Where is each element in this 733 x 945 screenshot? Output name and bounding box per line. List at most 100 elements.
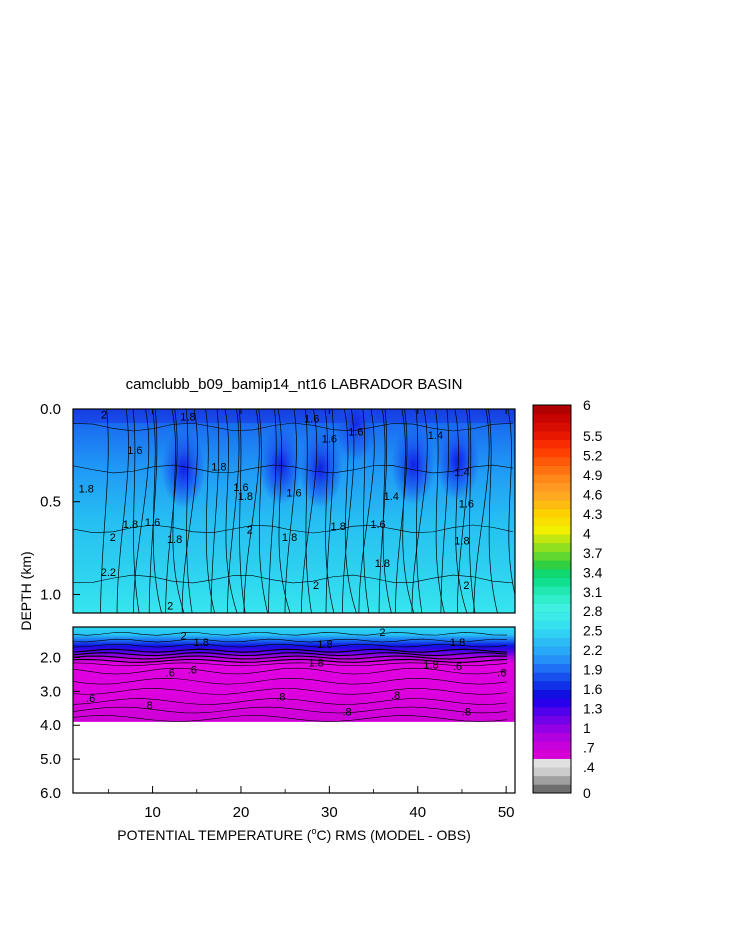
x-axis-label-prefix: POTENTIAL TEMPERATURE ( <box>117 827 312 843</box>
contour-label: .6 <box>86 693 95 705</box>
contour-line <box>73 715 508 722</box>
contour-label: 1.4 <box>428 430 443 442</box>
lower-panel-field <box>73 627 515 722</box>
colorbar-band <box>533 775 571 785</box>
contour-line <box>73 652 508 657</box>
contour-label: 1.8 <box>308 658 323 670</box>
colorbar-band <box>533 706 571 716</box>
contour-minimum-region <box>258 424 303 505</box>
contour-line <box>457 409 470 613</box>
contour-line <box>378 409 388 613</box>
colorbar-band <box>533 715 571 725</box>
contour-line <box>507 409 515 597</box>
contour-label: 2 <box>101 410 107 422</box>
contour-line <box>435 409 445 613</box>
contour-line <box>395 409 408 613</box>
colorbar-band <box>533 646 571 656</box>
contour-line <box>238 409 246 613</box>
lower-panel: 2 1.8 1.8 1.8 1.8 1.8 2 .6 .6 .6 .8 .8 .8 .8 .8 .6 .6 <box>72 626 516 794</box>
contour-label: 1.4 <box>384 491 399 503</box>
contour-label: 2.2 <box>101 567 116 579</box>
colorbar-labels: 0 .4 .7 1 1.3 1.6 1.9 2.2 2.5 2.8 3.1 3.4 3.7 4 4.3 4.6… <box>583 397 603 801</box>
contour-line <box>488 409 498 613</box>
surface-minimum-band <box>73 409 515 423</box>
contour-label: 1.6 <box>145 517 160 529</box>
contour-line <box>165 409 178 613</box>
contour-label: 1.4 <box>454 467 469 479</box>
colorbar-band <box>533 672 571 682</box>
colorbar-label: 5.5 <box>583 428 603 444</box>
contour-line <box>415 409 423 613</box>
colorbar-band <box>533 680 571 690</box>
contour-line <box>358 409 375 613</box>
colorbar-label: 4.9 <box>583 467 603 483</box>
contour-line <box>227 409 240 613</box>
contour-label: 1.6 <box>370 519 385 531</box>
contour-line <box>342 409 355 613</box>
y-tick-label: 5.0 <box>40 751 61 768</box>
lower-panel-contours <box>73 631 508 722</box>
contour-label: .6 <box>497 668 506 680</box>
contour-line <box>73 643 508 648</box>
y-tick-label: 6.0 <box>40 785 61 802</box>
x-axis-label-suffix: C) RMS (MODEL - OBS) <box>316 827 470 843</box>
colorbar-label: 3.1 <box>583 584 603 600</box>
y-axis-label: DEPTH (km) <box>18 551 34 630</box>
contour-label: 1.8 <box>194 637 209 649</box>
contour-label: 1.8 <box>375 558 390 570</box>
colorbar-label: 3.4 <box>583 564 603 580</box>
contour-label: 1.6 <box>304 413 319 425</box>
contour-label: 1.6 <box>459 499 474 511</box>
contour-line <box>224 409 238 613</box>
colorbar: 0 .4 .7 1 1.3 1.6 1.9 2.2 2.5 2.8 3.1 3.4 3.7 4 4.3 4.6… <box>532 397 603 801</box>
colorbar-label: 1.3 <box>583 701 603 717</box>
colorbar-band <box>533 620 571 630</box>
colorbar-band <box>533 568 571 578</box>
colorbar-band <box>533 491 571 501</box>
contour-line <box>73 464 514 474</box>
contour-line <box>468 409 476 613</box>
contour-line <box>181 409 198 613</box>
contour-line <box>73 638 508 643</box>
contour-line <box>116 409 129 613</box>
colorbar-band <box>533 758 571 768</box>
y-tick-label: 4.0 <box>40 717 61 734</box>
colorbar-band <box>533 741 571 751</box>
contour-label: 1.8 <box>331 521 346 533</box>
colorbar-label: 1.9 <box>583 662 603 678</box>
colorbar-band <box>533 517 571 527</box>
x-tick-label: 30 <box>321 804 338 821</box>
y-tick-label: 0.0 <box>40 401 61 418</box>
contour-line <box>258 409 268 613</box>
contour-line <box>454 409 468 613</box>
colorbar-band <box>533 603 571 613</box>
contour-minimum-region <box>161 428 206 509</box>
contour-line <box>73 631 508 636</box>
contour-label: 1.8 <box>238 491 253 503</box>
contour-line <box>325 409 335 613</box>
colorbar-band <box>533 551 571 561</box>
colorbar-band <box>533 611 571 621</box>
contour-line <box>73 422 514 432</box>
colorbar-band <box>533 405 571 415</box>
colorbar-band <box>533 577 571 587</box>
contour-label: 1.8 <box>317 639 332 651</box>
contour-line <box>277 409 291 613</box>
colorbar-band <box>533 767 571 777</box>
contour-line <box>73 574 514 584</box>
contour-line <box>73 658 508 663</box>
contour-label: 2 <box>167 601 173 613</box>
contour-label: .8 <box>144 700 153 712</box>
colorbar-label: 3.7 <box>583 545 603 561</box>
colorbar-band <box>533 534 571 544</box>
contour-label: 1.8 <box>450 637 465 649</box>
contour-label: 1.6 <box>233 482 248 494</box>
contour-line <box>344 409 357 613</box>
colorbar-label: 1 <box>583 720 591 736</box>
colorbar-band <box>533 784 571 794</box>
contour-line <box>73 678 508 685</box>
y-tick-label: 2.0 <box>40 649 61 666</box>
contour-label: .6 <box>188 664 197 676</box>
x-tick-label: 10 <box>144 804 161 821</box>
